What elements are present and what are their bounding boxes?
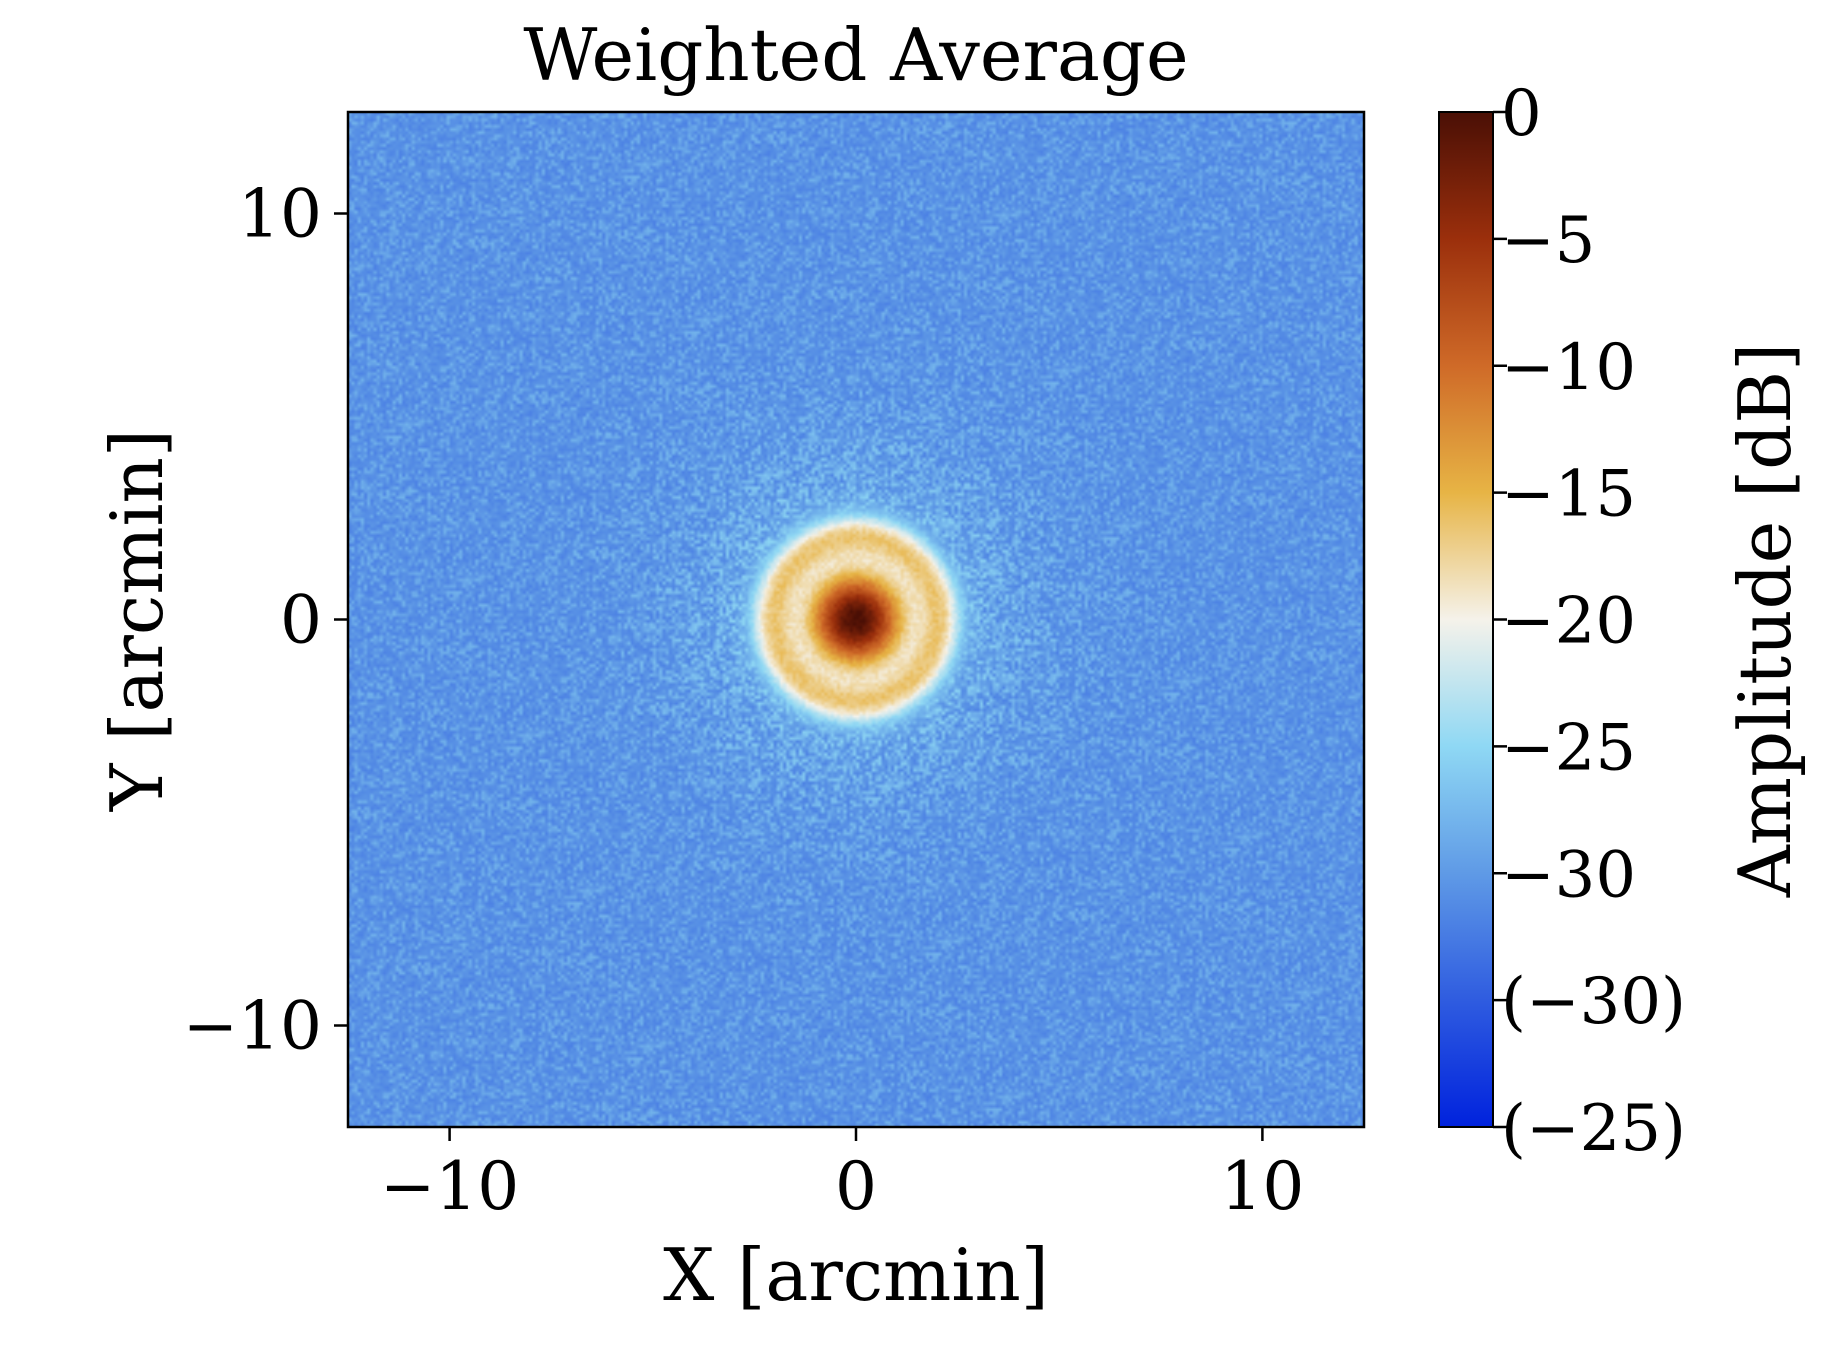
- colorbar-gradient: [1438, 111, 1494, 1128]
- x-tick-label: 0: [835, 1148, 877, 1225]
- colorbar-tick-label: −15: [1501, 458, 1636, 532]
- y-tick-label: 0: [280, 582, 322, 659]
- y-axis-label: Y [arcmin]: [95, 429, 179, 812]
- colorbar-tick-label: −10: [1501, 331, 1636, 405]
- y-tick-label: 10: [238, 176, 322, 253]
- y-axis-ticks: 10 0 −10: [183, 176, 348, 1065]
- heatmap-image: [348, 112, 1364, 1127]
- x-axis-ticks: −10 0 10: [380, 1127, 1304, 1225]
- colorbar-tick-label: (−30): [1501, 965, 1686, 1039]
- chart-title: Weighted Average: [523, 13, 1188, 97]
- colorbar-tick-label: −30: [1501, 838, 1636, 912]
- y-tick-label: −10: [183, 988, 322, 1065]
- x-tick-label: −10: [380, 1148, 519, 1225]
- colorbar-tick-label: 0: [1501, 77, 1542, 151]
- colorbar-label: Amplitude [dB]: [1723, 343, 1807, 898]
- colorbar: 0 −5 −10 −15 −20 −25 −30 (−30) (−25) Amplitude […: [1438, 77, 1807, 1166]
- plot-area: [346, 110, 1366, 1129]
- colorbar-tick-label: −25: [1501, 711, 1636, 785]
- colorbar-tick-label: (−25): [1501, 1092, 1686, 1166]
- colorbar-ticks: 0 −5 −10 −15 −20 −25 −30 (−30) (−25): [1493, 77, 1686, 1166]
- colorbar-tick-label: −5: [1501, 204, 1595, 278]
- colorbar-tick-label: −20: [1501, 585, 1636, 659]
- x-axis-label: X [arcmin]: [663, 1233, 1049, 1317]
- x-tick-label: 10: [1220, 1148, 1304, 1225]
